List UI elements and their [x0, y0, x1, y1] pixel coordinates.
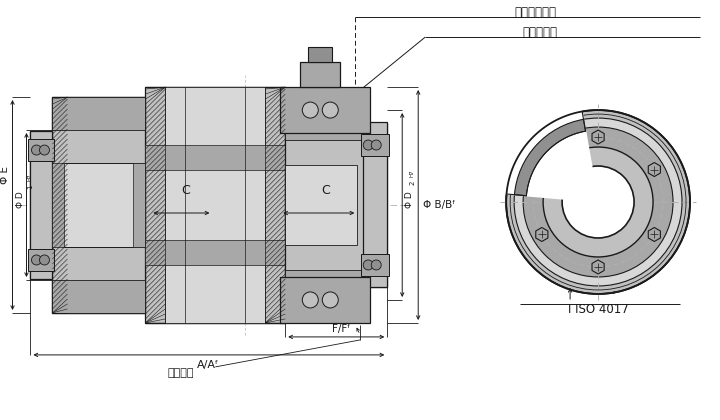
- Bar: [280, 277, 370, 323]
- Text: C: C: [321, 184, 330, 197]
- Bar: [364, 122, 387, 287]
- Bar: [285, 270, 365, 300]
- Bar: [30, 131, 53, 279]
- Bar: [145, 87, 166, 323]
- Polygon shape: [648, 163, 660, 176]
- Circle shape: [372, 140, 381, 150]
- Wedge shape: [515, 119, 585, 196]
- Circle shape: [562, 166, 634, 238]
- Circle shape: [32, 145, 42, 155]
- Text: H7: H7: [28, 173, 33, 181]
- Circle shape: [40, 255, 50, 265]
- Text: 作用距离见表: 作用距离见表: [514, 5, 556, 18]
- Bar: [133, 163, 145, 247]
- Bar: [308, 47, 332, 62]
- Text: C: C: [181, 184, 190, 197]
- Polygon shape: [592, 260, 604, 274]
- Text: F/Fᶠ: F/Fᶠ: [332, 324, 351, 334]
- Text: 勾型扬手孔: 勾型扬手孔: [523, 26, 557, 39]
- Bar: [285, 110, 365, 140]
- Text: Φ D: Φ D: [17, 192, 25, 208]
- Polygon shape: [648, 228, 660, 241]
- Text: H7: H7: [410, 169, 415, 177]
- Text: 2: 2: [409, 181, 415, 185]
- Circle shape: [40, 145, 50, 155]
- Text: 1: 1: [27, 185, 33, 189]
- Circle shape: [543, 147, 653, 257]
- Text: A/Aᶠ: A/Aᶠ: [197, 360, 220, 370]
- Bar: [280, 87, 370, 133]
- Circle shape: [302, 292, 318, 308]
- Circle shape: [32, 255, 42, 265]
- Bar: [285, 110, 365, 300]
- Bar: [265, 87, 285, 323]
- Bar: [361, 254, 390, 276]
- Circle shape: [364, 260, 373, 270]
- Bar: [145, 87, 285, 323]
- Bar: [29, 139, 55, 161]
- Text: 拆卸褴母: 拆卸褴母: [167, 368, 194, 378]
- Bar: [145, 240, 285, 265]
- Polygon shape: [592, 130, 604, 144]
- Bar: [166, 87, 265, 323]
- Bar: [285, 165, 357, 245]
- Text: Φ E: Φ E: [1, 166, 11, 184]
- Bar: [145, 145, 285, 170]
- Bar: [53, 280, 145, 313]
- Polygon shape: [536, 228, 548, 241]
- Circle shape: [372, 260, 381, 270]
- Bar: [361, 134, 390, 156]
- Circle shape: [514, 118, 682, 286]
- Circle shape: [323, 292, 338, 308]
- Text: Φ B/Bᶠ: Φ B/Bᶠ: [423, 200, 456, 210]
- Circle shape: [506, 110, 690, 294]
- Circle shape: [323, 102, 338, 118]
- Circle shape: [302, 102, 318, 118]
- Circle shape: [523, 127, 673, 277]
- Bar: [53, 97, 145, 130]
- Bar: [63, 163, 145, 247]
- Bar: [29, 249, 55, 271]
- Circle shape: [364, 140, 373, 150]
- Text: Φ D: Φ D: [405, 192, 414, 208]
- Polygon shape: [536, 163, 548, 176]
- Bar: [53, 97, 68, 313]
- Bar: [300, 62, 341, 87]
- Bar: [53, 97, 145, 313]
- Text: I ISO 4017: I ISO 4017: [567, 303, 629, 316]
- Bar: [53, 163, 65, 247]
- Wedge shape: [505, 110, 598, 202]
